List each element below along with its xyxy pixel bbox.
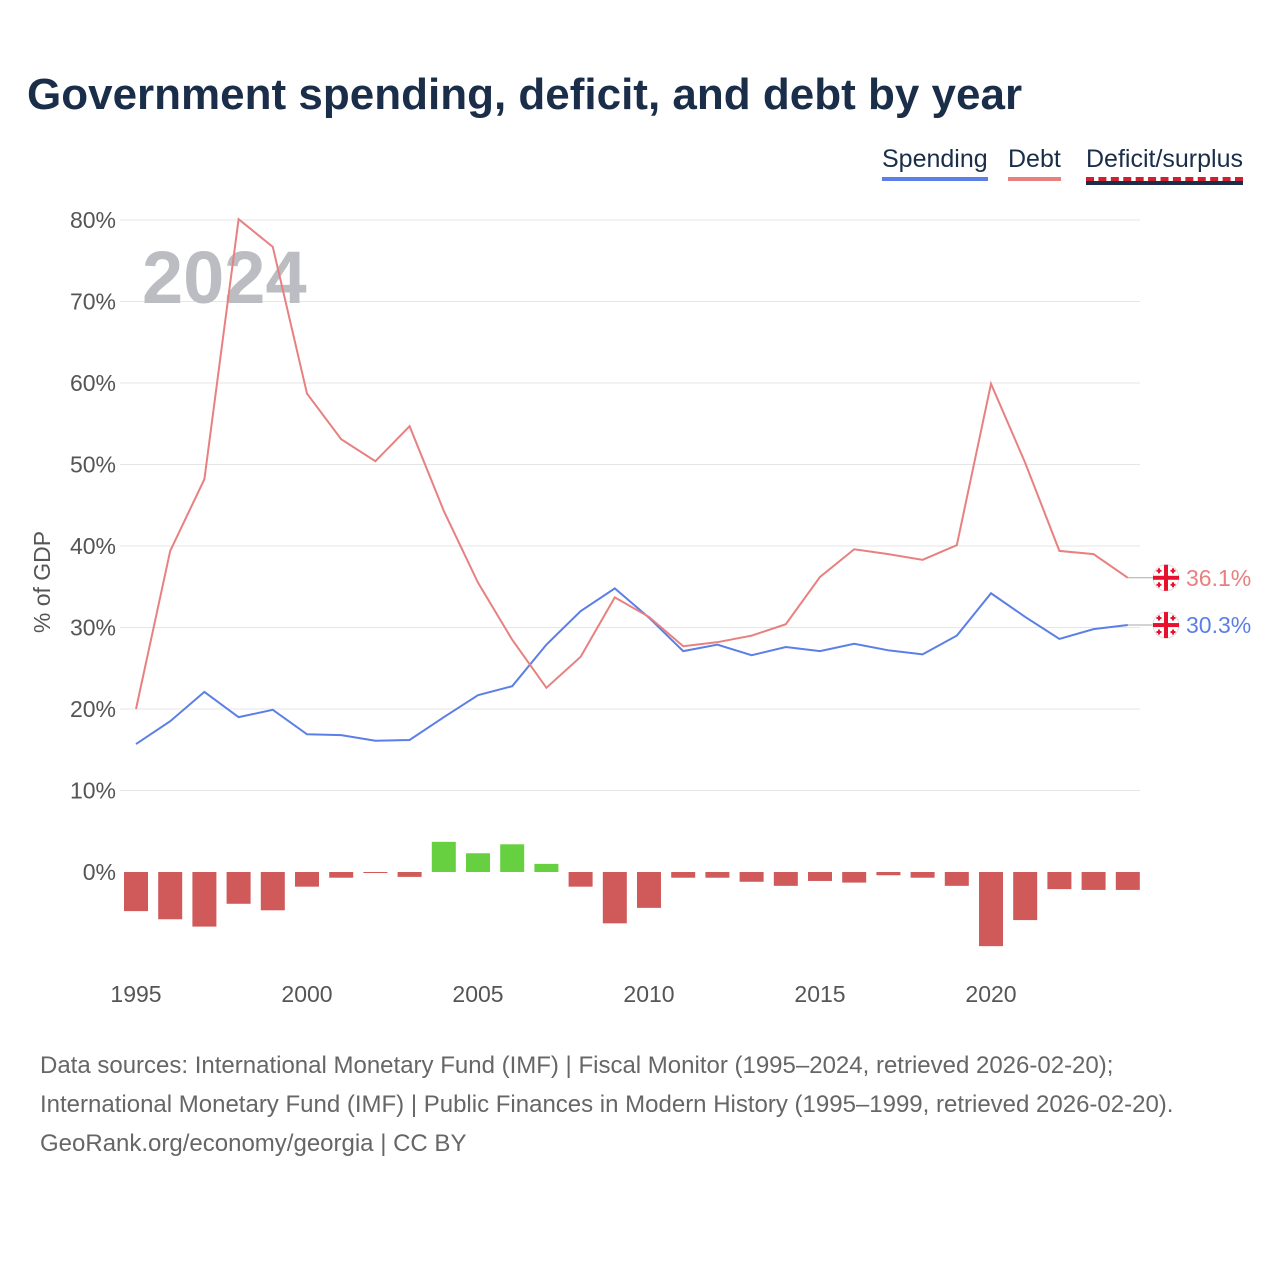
deficit-bar (260, 872, 285, 911)
flag-small-cross (1172, 568, 1174, 574)
deficit-bar (397, 872, 422, 877)
y-tick-label: 20% (70, 696, 116, 722)
deficit-bar (363, 872, 388, 873)
y-tick-label: 0% (83, 859, 116, 885)
deficit-bar (192, 872, 217, 927)
flag-small-cross (1158, 568, 1160, 574)
x-tick-label: 2010 (623, 981, 674, 1007)
legend-spending[interactable]: Spending (882, 145, 988, 181)
deficit-bar (158, 872, 183, 920)
deficit-bar (910, 872, 935, 878)
debt-end-label: 36.1% (1186, 565, 1251, 591)
legend-deficit[interactable]: Deficit/surplus (1086, 145, 1243, 181)
deficit-bar (944, 872, 969, 886)
chart-title: Government spending, deficit, and debt b… (27, 70, 1023, 119)
sources-note: Data sources: International Monetary Fun… (40, 1046, 1240, 1163)
deficit-bar (637, 872, 661, 908)
deficit-bar (466, 853, 490, 872)
x-tick-label: 1995 (110, 981, 161, 1007)
deficit-bar (329, 872, 354, 878)
attribution-link[interactable]: GeoRank.org/economy/georgia | CC BY (40, 1130, 467, 1157)
deficit-bar (1115, 872, 1140, 890)
x-tick-label: 2020 (965, 981, 1016, 1007)
legend-debt[interactable]: Debt (1008, 145, 1061, 181)
chart-svg: 0% 10% 20% 30% 40% 50% 60% 70% 80% 1995 2000 2005 20… (29, 207, 1251, 1007)
sources-text: Data sources: International Monetary Fun… (40, 1052, 1174, 1118)
flag-small-cross (1172, 615, 1174, 621)
deficit-bar (1081, 872, 1106, 890)
flag-small-cross (1172, 629, 1174, 635)
y-axis-label: % of GDP (29, 531, 55, 633)
deficit-bar (602, 872, 627, 924)
debt-line (135, 217, 1129, 710)
deficit-bar (671, 872, 696, 878)
deficit-bar (876, 872, 901, 876)
georgia-flag-icon (1152, 611, 1180, 639)
flag-small-cross (1158, 629, 1160, 635)
deficit-bar (534, 863, 559, 872)
deficit-bar (705, 872, 730, 878)
deficit-bar (295, 872, 319, 887)
deficit-bar (500, 844, 525, 872)
deficit-bar (808, 872, 832, 881)
year-watermark: 2024 (142, 236, 307, 319)
georgia-flag-icon (1152, 564, 1180, 592)
y-tick-label: 60% (70, 370, 116, 396)
flag-cross-v (1164, 612, 1168, 639)
flag-cross-v (1164, 564, 1168, 591)
y-tick-label: 70% (70, 289, 116, 315)
spending-end-label: 30.3% (1186, 612, 1251, 638)
deficit-bar (773, 872, 798, 886)
x-tick-label: 2005 (452, 981, 503, 1007)
flag-small-cross (1158, 615, 1160, 621)
deficit-bar (1013, 872, 1038, 921)
y-tick-label: 40% (70, 533, 116, 559)
y-tick-label: 10% (70, 778, 116, 804)
y-tick-label: 50% (70, 452, 116, 478)
spending-line (135, 587, 1128, 745)
x-tick-label: 2000 (281, 981, 332, 1007)
y-tick-label: 80% (70, 207, 116, 233)
deficit-bar (226, 872, 251, 904)
deficit-bar (739, 872, 764, 882)
deficit-bar (1047, 872, 1072, 890)
flag-small-cross (1172, 582, 1174, 588)
deficit-bar (568, 872, 593, 887)
deficit-bar (124, 872, 148, 912)
y-tick-label: 30% (70, 615, 116, 641)
flag-small-cross (1158, 582, 1160, 588)
x-tick-label: 2015 (794, 981, 845, 1007)
deficit-bar (431, 841, 456, 872)
deficit-bar (979, 872, 1003, 947)
deficit-bar (842, 872, 867, 883)
